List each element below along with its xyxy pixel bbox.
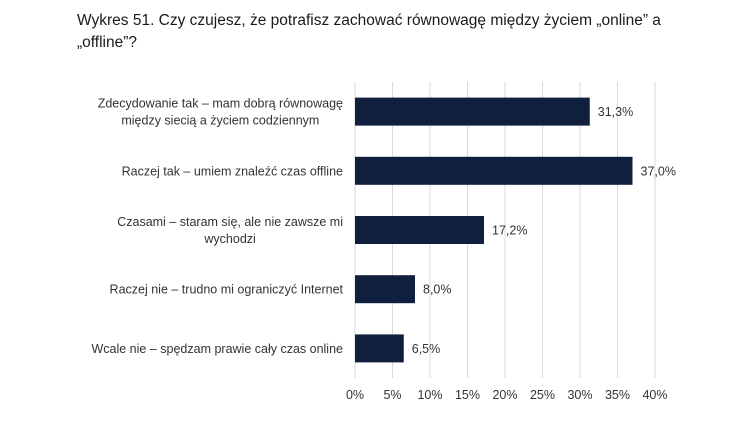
x-tick-label: 40% bbox=[642, 388, 667, 402]
category-label: Raczej nie – trudno mi ograniczyć Intern… bbox=[110, 283, 344, 297]
category-label: Czasami – staram się, ale nie zawsze mi w… bbox=[117, 215, 343, 246]
category-label: Wcale nie – spędzam prawie cały czas onl… bbox=[91, 342, 343, 356]
category-labels: Zdecydowanie tak – mam dobrą równowagę mi… bbox=[91, 97, 343, 356]
value-label: 6,5% bbox=[412, 342, 441, 356]
x-tick-label: 20% bbox=[492, 388, 517, 402]
value-label: 37,0% bbox=[641, 164, 676, 178]
bar bbox=[355, 334, 404, 363]
category-label: Raczej tak – umiem znaleźć czas offline bbox=[122, 164, 343, 178]
bar bbox=[355, 97, 590, 126]
x-tick-label: 35% bbox=[605, 388, 630, 402]
value-labels: 31,3% 37,0% 17,2% 8,0% 6,5% bbox=[412, 105, 676, 356]
bars bbox=[355, 97, 633, 363]
bar bbox=[355, 216, 484, 244]
x-tick-label: 0% bbox=[346, 388, 364, 402]
value-label: 17,2% bbox=[492, 224, 527, 238]
bar bbox=[355, 156, 633, 185]
value-label: 31,3% bbox=[598, 105, 633, 119]
x-tick-label: 25% bbox=[530, 388, 555, 402]
x-tick-label: 30% bbox=[567, 388, 592, 402]
bar bbox=[355, 275, 415, 304]
x-axis-ticks: 0% 5% 10% 15% 20% 25% 30% 35% 40% bbox=[346, 388, 668, 402]
chart-title: Wykres 51. Czy czujesz, że potrafisz zac… bbox=[77, 12, 661, 51]
gridlines bbox=[354, 82, 656, 378]
x-tick-label: 5% bbox=[383, 388, 401, 402]
x-tick-label: 15% bbox=[455, 388, 480, 402]
category-label: Zdecydowanie tak – mam dobrą równowagę mi… bbox=[98, 97, 343, 128]
x-tick-label: 10% bbox=[417, 388, 442, 402]
value-label: 8,0% bbox=[423, 283, 452, 297]
